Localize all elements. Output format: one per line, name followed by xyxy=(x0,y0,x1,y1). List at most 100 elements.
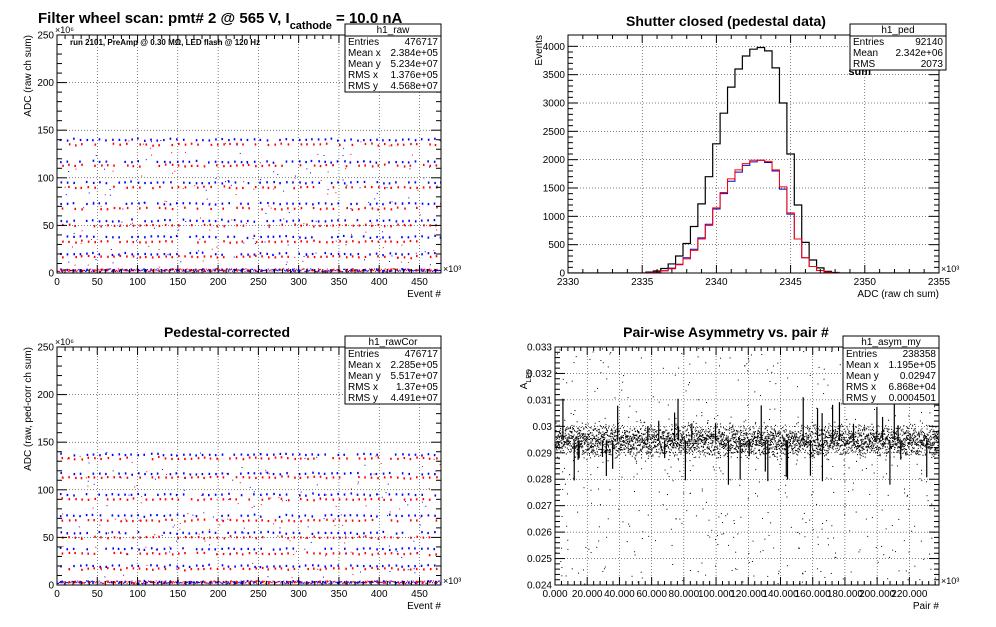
mark-on xyxy=(434,161,436,163)
mark-pair xyxy=(610,450,611,451)
mark-scatter xyxy=(141,502,142,503)
mark-pair xyxy=(712,441,713,442)
mark-scatter xyxy=(155,479,156,480)
mark-on xyxy=(364,181,366,183)
mark-on xyxy=(131,138,133,140)
mark-scatter xyxy=(231,219,232,220)
mark-pair xyxy=(602,436,603,437)
mark-on xyxy=(215,532,217,534)
mark-pair xyxy=(657,439,658,440)
mark-off xyxy=(255,567,257,569)
mark-scatter xyxy=(68,171,69,172)
mark-pair xyxy=(644,430,645,431)
mark-off xyxy=(352,255,354,257)
mark-pair xyxy=(604,434,605,435)
mark-baseline xyxy=(214,270,215,271)
mark-pair xyxy=(614,446,615,447)
mark-pair xyxy=(653,447,654,448)
y-tick-label: 150 xyxy=(37,438,54,449)
mark-pair xyxy=(646,432,647,433)
mark-scatter xyxy=(266,472,267,473)
mark-pair xyxy=(709,449,710,450)
mark-baseline xyxy=(303,583,304,584)
mark-on xyxy=(428,203,430,205)
mark-on xyxy=(221,515,223,517)
mark-pair xyxy=(631,438,632,439)
mark-off xyxy=(423,224,425,226)
mark-on xyxy=(119,139,121,141)
mark-baseline xyxy=(139,270,140,271)
mark-pair xyxy=(703,437,704,438)
mark-baseline xyxy=(261,581,262,582)
mark-on xyxy=(260,548,262,550)
mark-off xyxy=(191,568,193,570)
mark-scatter xyxy=(295,178,296,179)
mark-on xyxy=(221,138,223,140)
mark-on xyxy=(156,514,158,516)
mark-scatter xyxy=(174,525,175,526)
mark-on xyxy=(156,139,158,141)
mark-pair xyxy=(566,435,567,436)
mark-pair xyxy=(697,443,698,444)
mark-on xyxy=(177,161,179,163)
mark-on xyxy=(124,161,126,163)
mark-baseline xyxy=(361,582,362,583)
mark-scatter xyxy=(265,470,266,471)
mark-on xyxy=(357,219,359,221)
mark-baseline xyxy=(415,270,416,271)
mark-on xyxy=(415,454,417,456)
mark-off xyxy=(81,498,83,500)
mark-pair xyxy=(716,457,717,458)
mark-scatter xyxy=(407,504,408,505)
mark-off xyxy=(114,207,116,209)
mark-scatter xyxy=(218,459,219,460)
mark-pair xyxy=(720,455,721,456)
mark-off xyxy=(313,225,315,227)
mark-on xyxy=(73,182,75,184)
mark-pair xyxy=(650,452,651,453)
mark-pair xyxy=(636,448,637,449)
mark-pair xyxy=(646,452,647,453)
mark-off xyxy=(113,143,115,145)
mark-pair xyxy=(593,447,594,448)
mark-pair xyxy=(686,430,687,431)
stats-label: Mean xyxy=(853,48,878,59)
mark-pair xyxy=(642,446,643,447)
mark-baseline xyxy=(147,269,148,270)
x-tick-label: 150 xyxy=(169,589,186,600)
mark-pair xyxy=(572,438,573,439)
mark-baseline xyxy=(172,583,173,584)
mark-baseline xyxy=(79,271,80,272)
mark-on xyxy=(388,564,390,566)
mark-on xyxy=(337,181,339,183)
mark-off xyxy=(197,187,199,189)
mark-off xyxy=(436,164,438,166)
mark-pair xyxy=(631,445,632,446)
mark-pair xyxy=(682,435,683,436)
y-tick-label: 250 xyxy=(37,31,54,42)
mark-baseline xyxy=(107,270,108,271)
mark-pair xyxy=(701,432,702,433)
mark-scatter xyxy=(324,518,325,519)
mark-pair xyxy=(567,448,568,449)
mark-pair xyxy=(652,436,653,437)
x-tick-label: 50 xyxy=(92,589,104,600)
mark-pair xyxy=(583,438,584,439)
mark-baseline xyxy=(94,270,95,271)
mark-off xyxy=(230,535,232,537)
mark-baseline xyxy=(189,269,190,270)
mark-on xyxy=(292,203,294,205)
mark-baseline xyxy=(188,583,189,584)
mark-pair xyxy=(590,447,591,448)
mark-pair xyxy=(615,439,616,440)
mark-off xyxy=(275,519,277,521)
mark-off xyxy=(346,498,348,500)
mark-off xyxy=(300,536,302,538)
mark-pair xyxy=(603,426,604,427)
mark-off xyxy=(442,255,444,257)
mark-on xyxy=(401,566,403,568)
mark-on xyxy=(273,549,275,551)
mark-off xyxy=(107,164,109,166)
mark-on xyxy=(233,454,235,456)
mark-on xyxy=(196,202,198,204)
